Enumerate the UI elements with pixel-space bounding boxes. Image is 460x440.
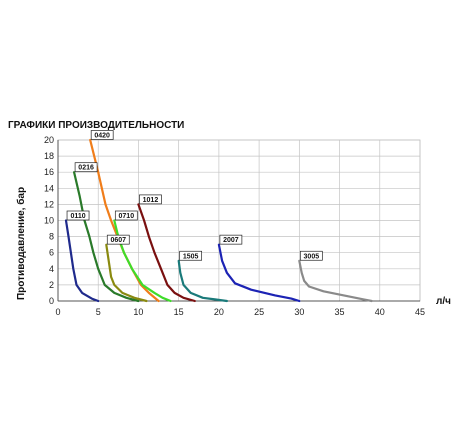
series-label-0420: 0420 xyxy=(94,133,110,140)
y-tick-label: 4 xyxy=(49,264,54,274)
series-label-0607: 0607 xyxy=(110,237,126,244)
series-line-1012 xyxy=(137,203,196,303)
x-tick-label: 20 xyxy=(214,307,224,317)
y-tick-label: 10 xyxy=(44,216,54,226)
series-label-box xyxy=(139,194,162,205)
x-tick-label: 0 xyxy=(55,307,60,317)
series-label-box xyxy=(299,250,323,261)
y-tick-label: 14 xyxy=(44,183,54,193)
chart-title: ГРАФИКИ ПРОИЗВОДИТЕЛЬНОСТИ xyxy=(8,120,184,131)
series-label-1505: 1505 xyxy=(183,253,199,260)
series-label-box xyxy=(66,210,90,221)
series-group xyxy=(64,138,373,303)
y-tick-label: 18 xyxy=(44,151,54,161)
y-axis-label: Противодавление, бар xyxy=(15,187,27,300)
y-tick-label: 8 xyxy=(49,232,54,242)
x-tick-label: 5 xyxy=(96,307,101,317)
series-label-box xyxy=(179,250,203,261)
y-tick-label: 2 xyxy=(49,280,54,290)
series-line-0216 xyxy=(72,171,140,303)
series-line-1505 xyxy=(177,259,228,303)
x-tick-label: 35 xyxy=(335,307,345,317)
x-tick-label: 45 xyxy=(415,307,425,317)
series-line-2007 xyxy=(217,243,301,303)
series-labels: 0110 0216 0420 0607 0710 1012 1505 2007 3005 xyxy=(66,130,323,261)
series-label-box xyxy=(219,234,243,245)
x-tick-label: 10 xyxy=(133,307,143,317)
series-line-3005 xyxy=(298,259,373,303)
x-tick-label: 30 xyxy=(294,307,304,317)
series-line-0710 xyxy=(113,219,172,303)
series-label-2007: 2007 xyxy=(223,237,239,244)
series-label-box xyxy=(74,162,98,173)
series-label-0110: 0110 xyxy=(70,213,85,220)
y-tick-label: 12 xyxy=(44,199,54,209)
x-tick-label: 40 xyxy=(375,307,385,317)
series-label-3005: 3005 xyxy=(304,253,320,260)
y-tick-label: 0 xyxy=(49,296,54,306)
series-label-1012: 1012 xyxy=(143,197,159,204)
x-axis-label: л/ч xyxy=(436,296,451,307)
x-tick-label: 25 xyxy=(254,307,264,317)
grid xyxy=(57,139,421,302)
x-tick-label: 15 xyxy=(174,307,184,317)
series-label-0710: 0710 xyxy=(119,213,135,220)
series-label-box xyxy=(106,234,130,245)
series-label-box xyxy=(114,210,138,221)
y-tick-label: 20 xyxy=(44,135,54,145)
y-tick-label: 16 xyxy=(44,167,54,177)
series-line-0607 xyxy=(105,243,148,303)
series-label-0216: 0216 xyxy=(78,165,94,172)
series-line-0110 xyxy=(64,219,100,303)
series-label-box xyxy=(90,130,114,140)
y-tick-label: 6 xyxy=(49,248,54,258)
